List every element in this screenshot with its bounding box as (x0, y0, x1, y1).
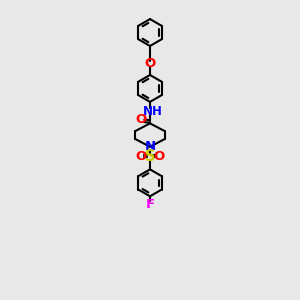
Text: NH: NH (142, 105, 163, 118)
Text: O: O (136, 113, 147, 126)
Text: F: F (146, 198, 154, 211)
Text: N: N (144, 140, 156, 153)
Text: O: O (144, 57, 156, 70)
Text: O: O (136, 150, 147, 163)
Text: S: S (145, 149, 155, 164)
Text: O: O (153, 150, 164, 163)
